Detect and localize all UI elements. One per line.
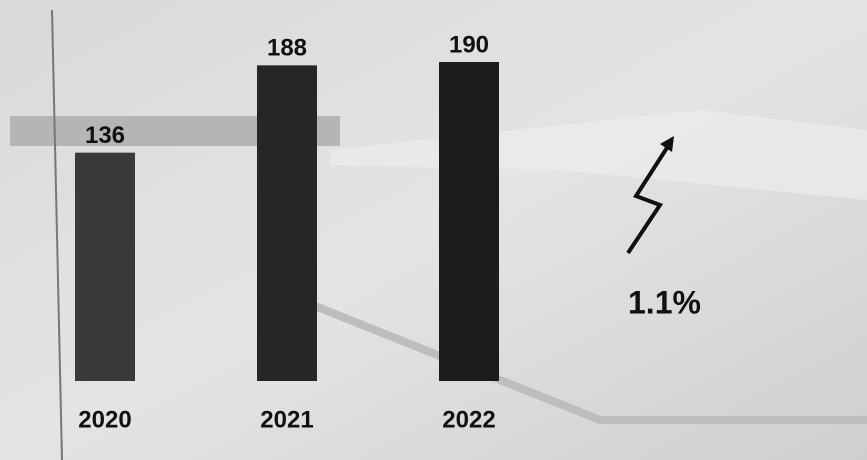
value-label: 136 bbox=[85, 122, 125, 149]
annotation: 1.1% bbox=[628, 284, 701, 320]
bar bbox=[75, 152, 135, 381]
trend-arrow bbox=[626, 138, 674, 255]
background-shape bbox=[298, 296, 867, 424]
bar bbox=[257, 65, 317, 381]
value-label: 190 bbox=[449, 31, 489, 58]
x-tick-label: 2022 bbox=[442, 406, 495, 433]
background-line bbox=[51, 9, 63, 460]
background-shape bbox=[330, 110, 867, 200]
x-tick-label: 2020 bbox=[78, 406, 131, 433]
bar bbox=[439, 62, 499, 381]
x-tick-label: 2021 bbox=[260, 406, 313, 433]
arrow-head bbox=[660, 136, 674, 152]
value-label: 188 bbox=[267, 35, 307, 62]
